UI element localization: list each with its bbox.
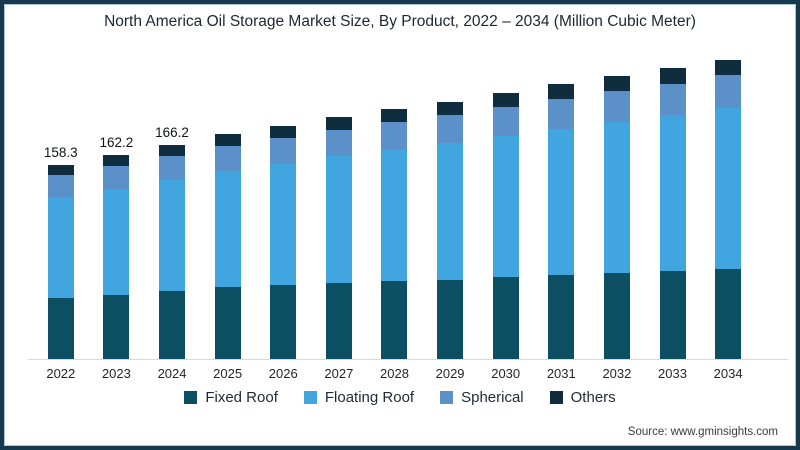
bar-segment-others-2031 xyxy=(548,84,575,99)
bar-column-2033 xyxy=(645,55,701,359)
bar-segment-floating-roof-2023 xyxy=(103,188,130,296)
source-note: Source: www.gminsights.com xyxy=(627,426,778,438)
legend-label-others: Others xyxy=(570,389,616,406)
bar-segment-others-2030 xyxy=(492,92,519,107)
bar-segment-others-2029 xyxy=(437,101,464,116)
bar-segment-fixed-roof-2025 xyxy=(214,286,241,359)
bar-column-2024: 166.2 xyxy=(144,55,200,359)
bar-segment-others-2023 xyxy=(103,154,130,166)
bar-segment-spherical-2024 xyxy=(159,156,186,181)
bar-segment-spherical-2028 xyxy=(381,122,408,150)
legend-label-fixed-roof: Fixed Roof xyxy=(205,389,278,406)
value-label-2022: 158.3 xyxy=(43,144,78,160)
legend-swatch-icon-others xyxy=(549,391,563,404)
bar-column-2031 xyxy=(533,55,589,359)
bar-segment-spherical-2027 xyxy=(325,129,352,157)
x-axis-tick-2026: 2026 xyxy=(268,366,298,381)
legend-item-fixed-roof: Fixed Roof xyxy=(184,389,278,406)
bar-segment-floating-roof-2028 xyxy=(381,149,408,281)
bar-segment-fixed-roof-2022 xyxy=(47,298,74,359)
bar-column-2023: 162.2 xyxy=(89,55,145,359)
bar-segment-floating-roof-2031 xyxy=(548,128,575,275)
x-axis-labels: 2022 2023 2024 2025 2026 2027 2028 2029 2030 2031… xyxy=(33,366,756,381)
bar-segment-floating-roof-2022 xyxy=(47,197,74,299)
bar-column-2029 xyxy=(422,55,478,359)
x-axis-tick-2030: 2030 xyxy=(491,366,521,381)
bar-segment-fixed-roof-2024 xyxy=(159,291,186,359)
bar-segment-spherical-2030 xyxy=(492,106,519,136)
x-axis-tick-2022: 2022 xyxy=(46,366,76,381)
bar-segment-fixed-roof-2029 xyxy=(437,279,464,359)
bar-segment-floating-roof-2025 xyxy=(214,170,241,287)
x-axis-tick-2023: 2023 xyxy=(101,366,131,381)
bar-segment-others-2033 xyxy=(659,68,686,84)
legend-label-spherical: Spherical xyxy=(461,389,524,406)
bar-segment-spherical-2034 xyxy=(715,75,742,108)
bar-segment-spherical-2031 xyxy=(548,98,575,129)
bar-segment-floating-roof-2027 xyxy=(325,156,352,283)
chart-title: North America Oil Storage Market Size, B… xyxy=(104,13,696,30)
value-label-2023: 162.2 xyxy=(99,134,134,150)
bar-segment-fixed-roof-2033 xyxy=(659,271,686,359)
legend: Fixed Roof Floating Roof Spherical Others xyxy=(0,389,800,406)
x-axis-tick-2029: 2029 xyxy=(435,366,465,381)
legend-swatch-icon-spherical xyxy=(440,391,454,404)
bar-segment-fixed-roof-2027 xyxy=(325,282,352,359)
bar-segment-spherical-2026 xyxy=(270,138,297,164)
bar-column-2026 xyxy=(255,55,311,359)
bar-column-2032 xyxy=(589,55,645,359)
bar-segment-others-2027 xyxy=(325,117,352,130)
bar-segment-others-2022 xyxy=(47,164,74,175)
legend-swatch-icon-fixed-roof xyxy=(184,391,198,404)
x-axis-tick-2031: 2031 xyxy=(546,366,576,381)
bar-segment-others-2024 xyxy=(159,144,186,157)
bar-segment-fixed-roof-2031 xyxy=(548,274,575,359)
bar-segment-floating-roof-2034 xyxy=(715,107,742,269)
plot-area: 158.3 162.2 166.2 xyxy=(33,55,756,359)
legend-label-floating-roof: Floating Roof xyxy=(324,389,415,406)
bar-segment-fixed-roof-2030 xyxy=(492,276,519,359)
bar-segment-fixed-roof-2028 xyxy=(381,280,408,359)
bar-segment-others-2028 xyxy=(381,109,408,123)
bar-segment-spherical-2025 xyxy=(214,145,241,171)
legend-item-floating-roof: Floating Roof xyxy=(303,389,415,406)
x-axis-tick-2033: 2033 xyxy=(658,366,687,381)
bar-segment-floating-roof-2030 xyxy=(492,135,519,277)
bar-segment-floating-roof-2024 xyxy=(159,180,186,292)
bar-segment-floating-roof-2032 xyxy=(603,121,630,273)
x-axis-tick-2028: 2028 xyxy=(380,366,409,381)
bar-column-2028 xyxy=(367,55,423,359)
bar-segment-spherical-2032 xyxy=(603,90,630,122)
bar-segment-fixed-roof-2023 xyxy=(103,295,130,359)
x-axis-tick-2024: 2024 xyxy=(157,366,187,381)
x-axis-tick-2032: 2032 xyxy=(602,366,632,381)
bar-segment-floating-roof-2029 xyxy=(437,143,464,280)
bar-segment-floating-roof-2033 xyxy=(659,115,686,272)
bar-segment-others-2026 xyxy=(270,126,297,139)
x-axis-line xyxy=(28,359,788,360)
bar-column-2034 xyxy=(700,55,756,359)
legend-item-others: Others xyxy=(549,389,616,406)
bar-column-2027 xyxy=(311,55,367,359)
bar-segment-fixed-roof-2032 xyxy=(603,272,630,359)
x-axis-tick-2027: 2027 xyxy=(324,366,354,381)
bar-segment-others-2032 xyxy=(603,76,630,91)
bar-column-2025 xyxy=(200,55,256,359)
bar-segment-fixed-roof-2034 xyxy=(715,268,742,359)
value-label-2024: 166.2 xyxy=(155,124,189,140)
x-axis-tick-2034: 2034 xyxy=(713,366,743,381)
x-axis-tick-2025: 2025 xyxy=(213,366,243,381)
legend-item-spherical: Spherical xyxy=(440,389,524,406)
bar-segment-spherical-2029 xyxy=(437,115,464,144)
bar-segment-others-2025 xyxy=(214,134,241,146)
bar-column-2022: 158.3 xyxy=(33,55,89,359)
bar-segment-spherical-2033 xyxy=(659,83,686,116)
legend-swatch-icon-floating-roof xyxy=(303,391,317,404)
bar-segment-spherical-2023 xyxy=(103,165,130,189)
bar-segment-spherical-2022 xyxy=(47,174,74,198)
bar-column-2030 xyxy=(478,55,534,359)
bar-segment-floating-roof-2026 xyxy=(270,163,297,285)
bar-segment-others-2034 xyxy=(715,59,742,76)
bar-segment-fixed-roof-2026 xyxy=(270,285,297,359)
